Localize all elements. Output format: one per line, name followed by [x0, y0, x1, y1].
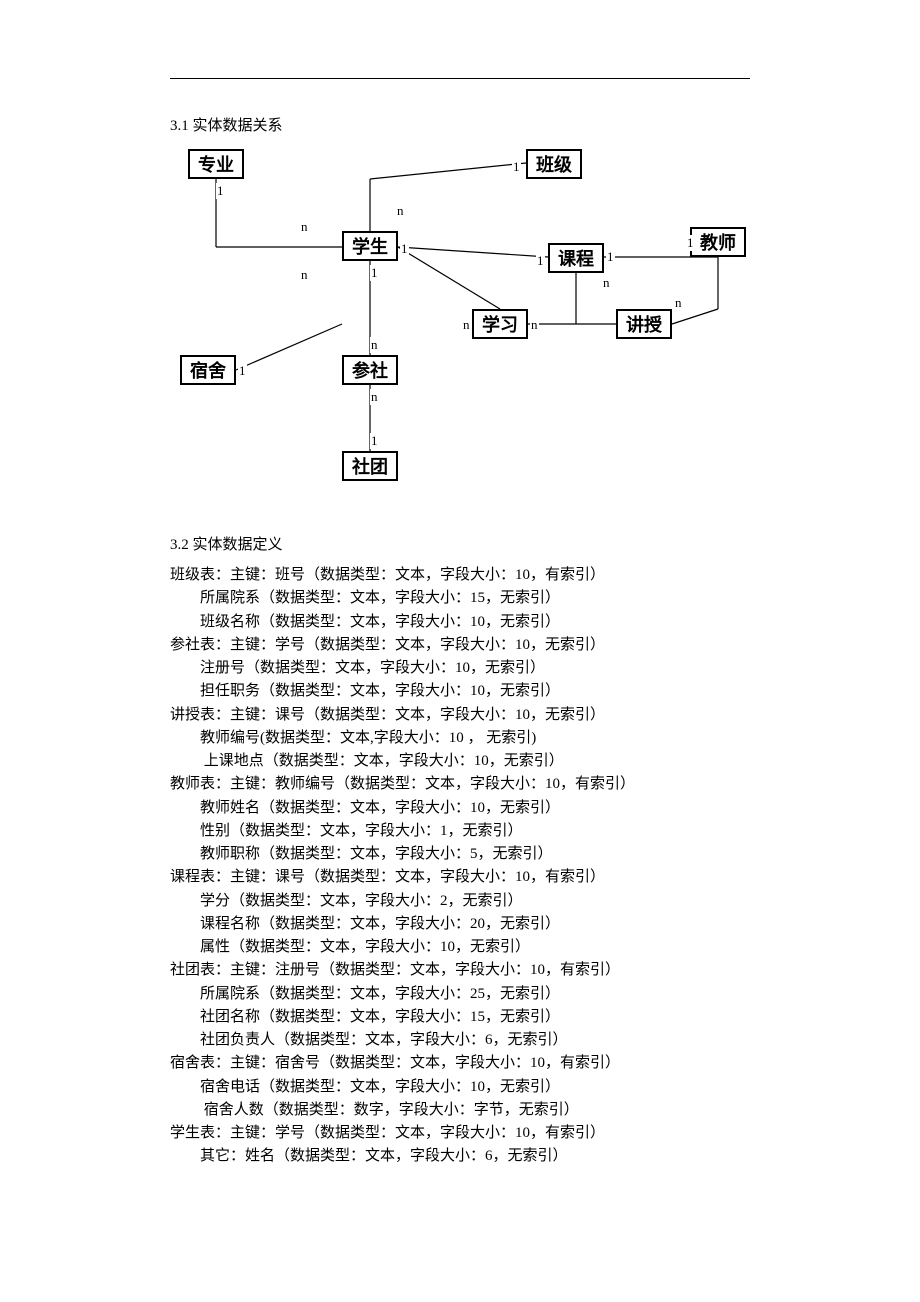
- erd-node-joinclub: 参社: [342, 355, 398, 385]
- edge-label-2: n: [300, 219, 309, 235]
- definition-line: 社团负责人（数据类型：文本，字段大小：6，无索引）: [170, 1029, 750, 1052]
- definitions-block: 班级表：主键：班号（数据类型：文本，字段大小：10，有索引） 所属院系（数据类型…: [170, 564, 750, 1169]
- definition-line: 教师姓名（数据类型：文本，字段大小：10，无索引）: [170, 797, 750, 820]
- edge-label-4: 1: [400, 241, 409, 257]
- definition-line: 所属院系（数据类型：文本，字段大小：25，无索引）: [170, 983, 750, 1006]
- definition-line: 其它：姓名（数据类型：文本，字段大小：6，无索引）: [170, 1145, 750, 1168]
- definition-line: 社团表：主键：注册号（数据类型：文本，字段大小：10，有索引）: [170, 959, 750, 982]
- edge-label-12: 1: [370, 265, 379, 281]
- definition-line: 教师职称（数据类型：文本，字段大小：5，无索引）: [170, 843, 750, 866]
- definition-line: 社团名称（数据类型：文本，字段大小：15，无索引）: [170, 1006, 750, 1029]
- edge-label-17: 1: [370, 433, 379, 449]
- definition-line: 宿舍电话（数据类型：文本，字段大小：10，无索引）: [170, 1076, 750, 1099]
- definition-line: 宿舍人数（数据类型：数字，字段大小：字节，无索引）: [170, 1099, 750, 1122]
- definition-line: 教师编号(数据类型：文本,字段大小：10 ， 无索引): [170, 727, 750, 750]
- edge-label-6: 1: [606, 249, 615, 265]
- definition-line: 上课地点（数据类型：文本，字段大小：10，无索引）: [170, 750, 750, 773]
- definition-line: 教师表：主键：教师编号（数据类型：文本，字段大小：10，有索引）: [170, 773, 750, 796]
- definition-line: 宿舍表：主键：宿舍号（数据类型：文本，字段大小：10，有索引）: [170, 1052, 750, 1075]
- definition-line: 班级名称（数据类型：文本，字段大小：10，无索引）: [170, 611, 750, 634]
- edge-label-9: n: [674, 295, 683, 311]
- edge-label-16: n: [370, 389, 379, 405]
- edge-label-15: n: [370, 337, 379, 353]
- edge-label-5: 1: [536, 253, 545, 269]
- erd-node-course: 课程: [548, 243, 604, 273]
- definition-line: 注册号（数据类型：文本，字段大小：10，无索引）: [170, 657, 750, 680]
- er-diagram: 专业 班级学生 课程 教师学习 讲授宿舍 参社社团 1 1 n n 1 1 1 1 n n n n 1 n 1 n n 1: [170, 149, 750, 499]
- erd-node-lecture: 讲授: [616, 309, 672, 339]
- definition-line: 班级表：主键：班号（数据类型：文本，字段大小：10，有索引）: [170, 564, 750, 587]
- definition-line: 学生表：主键：学号（数据类型：文本，字段大小：10，有索引）: [170, 1122, 750, 1145]
- edge-label-8: n: [602, 275, 611, 291]
- erd-node-study: 学习: [472, 309, 528, 339]
- erd-node-teacher: 教师: [690, 227, 746, 257]
- definition-line: 属性（数据类型：文本，字段大小：10，无索引）: [170, 936, 750, 959]
- edge-label-10: n: [462, 317, 471, 333]
- definition-line: 性别（数据类型：文本，字段大小：1，无索引）: [170, 820, 750, 843]
- definition-line: 讲授表：主键：课号（数据类型：文本，字段大小：10，无索引）: [170, 704, 750, 727]
- document-page: 3.1 实体数据关系 专业 班级学生 课程 教师学习 讲授宿舍 参社社团 1 1 n n 1 1 1 1…: [0, 0, 920, 1302]
- erd-node-club: 社团: [342, 451, 398, 481]
- edge-label-1: 1: [512, 159, 521, 175]
- erd-node-major: 专业: [188, 149, 244, 179]
- edge-label-0: 1: [216, 183, 225, 199]
- definition-line: 学分（数据类型：文本，字段大小：2，无索引）: [170, 890, 750, 913]
- erd-node-class: 班级: [526, 149, 582, 179]
- definition-line: 所属院系（数据类型：文本，字段大小：15，无索引）: [170, 587, 750, 610]
- definition-line: 课程表：主键：课号（数据类型：文本，字段大小：10，有索引）: [170, 866, 750, 889]
- definition-line: 参社表：主键：学号（数据类型：文本，字段大小：10，无索引）: [170, 634, 750, 657]
- edge-label-13: n: [300, 267, 309, 283]
- erd-node-dorm: 宿舍: [180, 355, 236, 385]
- header-rule: [170, 78, 750, 79]
- definition-line: 课程名称（数据类型：文本，字段大小：20，无索引）: [170, 913, 750, 936]
- definition-line: 担任职务（数据类型：文本，字段大小：10，无索引）: [170, 680, 750, 703]
- edge-label-14: 1: [238, 363, 247, 379]
- section-3-1-title: 3.1 实体数据关系: [170, 114, 750, 135]
- edge-label-7: 1: [686, 235, 695, 251]
- edge-label-11: n: [530, 317, 539, 333]
- section-3-2-title: 3.2 实体数据定义: [170, 533, 750, 554]
- erd-node-student: 学生: [342, 231, 398, 261]
- edge-label-3: n: [396, 203, 405, 219]
